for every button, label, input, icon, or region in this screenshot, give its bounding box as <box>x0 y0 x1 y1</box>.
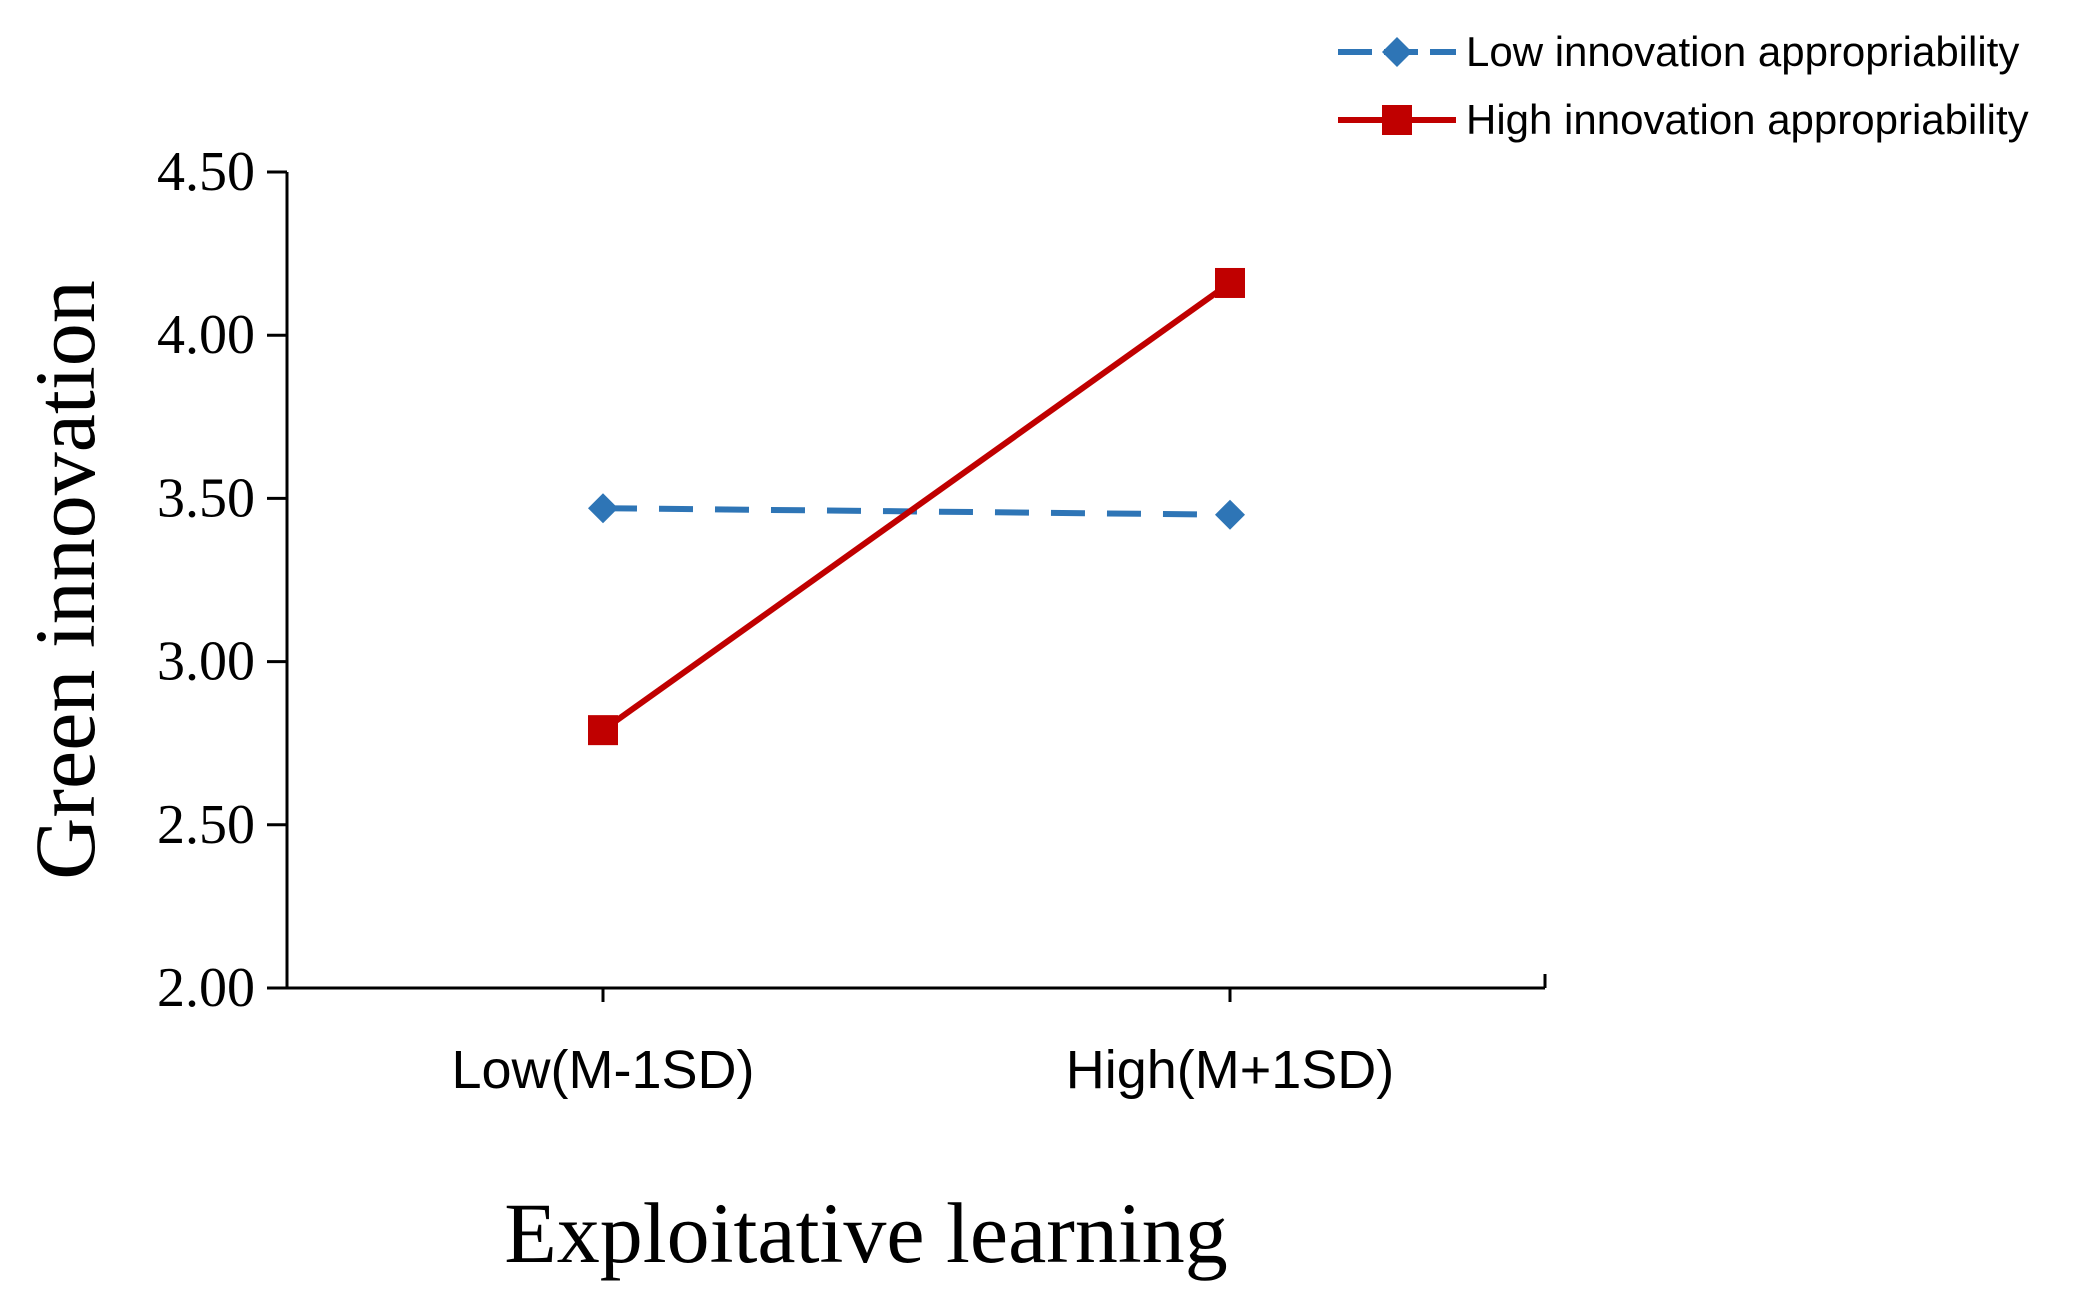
x-axis: Low(M-1SD) High(M+1SD) <box>287 974 1547 1100</box>
legend-label: Low innovation appropriability <box>1466 28 2019 75</box>
legend-item: Low innovation appropriability <box>1338 28 2019 75</box>
y-tick-label: 3.00 <box>157 631 255 693</box>
legend-marker <box>1382 37 1412 67</box>
legend: Low innovation appropriability High innov… <box>1338 28 2029 143</box>
y-tick-label: 4.00 <box>157 304 255 366</box>
series-line <box>602 505 1231 518</box>
data-point-marker <box>588 715 618 746</box>
y-tick-label: 2.50 <box>157 794 255 856</box>
series-high-appropriability <box>588 267 1245 746</box>
legend-label: High innovation appropriability <box>1466 96 2029 143</box>
x-tick-label: Low(M-1SD) <box>451 1040 754 1100</box>
x-tick-label: High(M+1SD) <box>1066 1040 1395 1100</box>
data-point-marker <box>588 493 618 524</box>
y-axis: 2.00 2.50 3.00 3.50 4.00 4.50 <box>157 141 289 1019</box>
series-low-appropriability <box>588 493 1245 530</box>
legend-marker <box>1382 105 1412 135</box>
y-axis-ticks: 2.00 2.50 3.00 3.50 4.00 4.50 <box>157 141 287 1019</box>
y-tick-label: 2.00 <box>157 957 255 1019</box>
series-layer <box>588 267 1245 746</box>
legend-item: High innovation appropriability <box>1338 96 2029 143</box>
x-axis-title: Exploitative learning <box>504 1185 1228 1281</box>
data-point-marker <box>1215 267 1245 298</box>
series-line <box>601 280 1232 733</box>
x-axis-ticks: Low(M-1SD) High(M+1SD) <box>451 974 1547 1100</box>
data-point-marker <box>1215 499 1245 530</box>
y-axis-title: Green innovation <box>17 280 113 879</box>
y-tick-label: 3.50 <box>157 467 255 529</box>
y-tick-label: 4.50 <box>157 141 255 203</box>
